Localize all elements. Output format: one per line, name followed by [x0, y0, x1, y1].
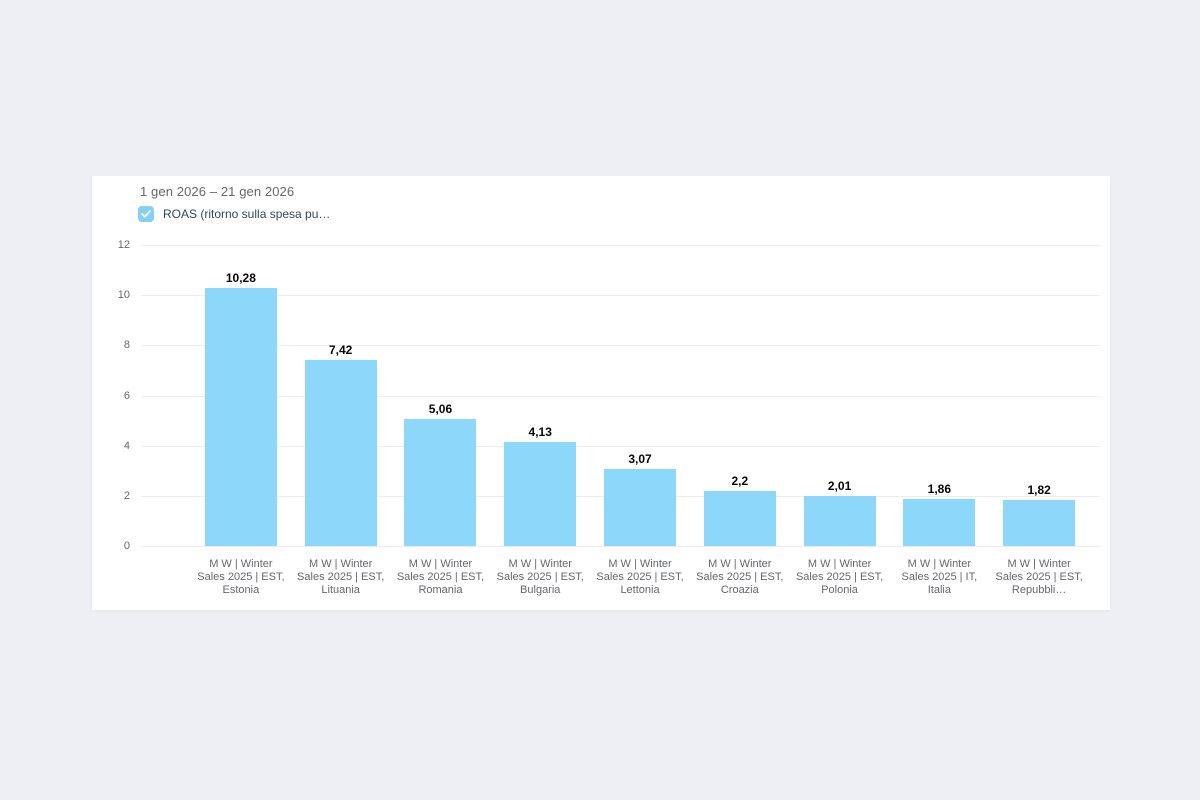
bar[interactable] [304, 359, 377, 546]
y-tick-label: 10 [117, 289, 130, 302]
legend-toggle[interactable]: ROAS (ritorno sulla spesa pu… [138, 206, 330, 222]
bar[interactable] [803, 495, 876, 546]
chart-card: 1 gen 2026 – 21 gen 2026 ROAS (ritorno s… [92, 176, 1110, 610]
gridline [141, 395, 1100, 397]
bar-column: 2,01 [790, 245, 890, 546]
bar[interactable] [903, 499, 976, 546]
bar-column: 1,86 [889, 245, 989, 546]
x-category-label: M W | Winter Sales 2025 | EST, Lettonia [596, 558, 684, 596]
y-tick-label: 0 [123, 540, 130, 552]
bar[interactable] [404, 419, 477, 546]
y-tick-label: 2 [123, 489, 130, 502]
bar-value-label: 2,2 [731, 473, 749, 488]
y-tick-label: 6 [123, 389, 130, 402]
x-category-label: M W | Winter Sales 2025 | EST, Polonia [795, 558, 884, 596]
bar[interactable] [204, 288, 277, 546]
bar-value-label: 2,01 [827, 478, 852, 493]
bar-value-label: 5,06 [428, 402, 453, 417]
x-category-label: M W | Winter Sales 2025 | EST, Lituania [297, 558, 385, 596]
bar-column: 1,82 [989, 245, 1089, 546]
bar[interactable] [604, 469, 677, 546]
x-category-label: M W | Winter Sales 2025 | IT, Italia [901, 558, 978, 596]
date-range-label: 1 gen 2026 – 21 gen 2026 [140, 184, 295, 199]
bar-chart: 0 2 4 6 8 10 12 10,28 7,42 5,06 4,13 3,07 2,2 2,01 1,… [92, 176, 1110, 610]
x-category-label: M W | Winter Sales 2025 | EST, Repubbli… [995, 558, 1083, 596]
legend-label: ROAS (ritorno sulla spesa pu… [163, 207, 331, 221]
x-category-label: M W | Winter Sales 2025 | EST, Estonia [197, 558, 285, 596]
bar-value-label: 3,07 [628, 452, 652, 466]
bar-value-label: 7,42 [328, 342, 353, 357]
x-category-label: M W | Winter Sales 2025 | EST, Romania [396, 558, 485, 596]
y-tick-label: 4 [123, 439, 130, 452]
bar-column: 7,42 [291, 245, 391, 546]
gridline [141, 295, 1100, 297]
legend-checkbox[interactable] [138, 206, 154, 222]
bars-container: 10,28 7,42 5,06 4,13 3,07 2,2 2,01 1,86 1,82 [191, 245, 1089, 546]
bar-column: 3,07 [590, 245, 690, 546]
bar-value-label: 1,86 [927, 482, 952, 497]
bar-column: 5,06 [391, 245, 491, 546]
bar[interactable] [504, 442, 577, 546]
bar-value-label: 10,28 [225, 271, 256, 286]
x-category-label: M W | Winter Sales 2025 | EST, Bulgaria [496, 558, 584, 596]
gridline [141, 345, 1100, 347]
x-axis-labels: M W | Winter Sales 2025 | EST, Estonia M … [191, 558, 1089, 597]
gridline [141, 445, 1100, 447]
bar-value-label: 1,82 [1027, 483, 1051, 498]
check-icon [141, 210, 151, 218]
bar-value-label: 4,13 [528, 425, 552, 440]
bar-column: 10,28 [191, 245, 291, 546]
bar[interactable] [703, 490, 776, 546]
x-category-label: M W | Winter Sales 2025 | EST, Croazia [696, 558, 784, 596]
bar[interactable] [1003, 500, 1076, 546]
y-tick-label: 8 [123, 339, 130, 352]
gridline [141, 245, 1100, 246]
y-tick-label: 12 [117, 239, 130, 251]
bar-column: 4,13 [490, 245, 590, 546]
gridline [141, 546, 1100, 547]
bar-column: 2,2 [690, 245, 790, 546]
